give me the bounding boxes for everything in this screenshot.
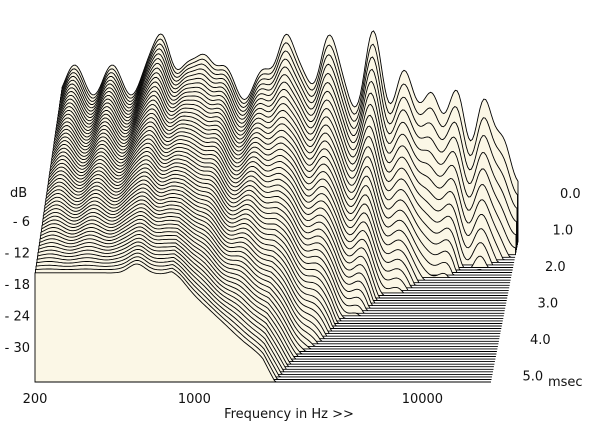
time-tick-label: 2.0 — [545, 260, 566, 275]
x-tick-label: 200 — [23, 392, 48, 407]
x-axis-ticks: 200 1000 10000 — [23, 392, 443, 407]
time-tick-label: 4.0 — [530, 333, 551, 348]
time-tick-label: 5.0 — [523, 370, 544, 385]
decay-slice — [34, 263, 491, 383]
y-tick-label: - 12 — [5, 247, 30, 262]
y-axis-ticks: - 6 - 12 - 18 - 24 - 30 — [5, 215, 30, 356]
time-tick-label: 0.0 — [560, 187, 581, 202]
y-axis-title: dB — [10, 186, 27, 201]
y-tick-label: - 30 — [5, 341, 30, 356]
x-tick-label: 10000 — [402, 392, 443, 407]
x-tick-label: 1000 — [178, 392, 211, 407]
time-axis-unit: msec — [548, 375, 583, 390]
time-tick-label: 3.0 — [538, 297, 559, 312]
y-tick-label: - 18 — [5, 278, 30, 293]
time-tick-label: 1.0 — [553, 224, 574, 239]
x-axis-title: Frequency in Hz >> — [224, 407, 354, 422]
waterfall-slices — [34, 30, 519, 383]
y-tick-label: - 24 — [5, 310, 30, 325]
y-tick-label: - 6 — [13, 215, 30, 230]
time-axis-ticks: 0.0 1.0 2.0 3.0 4.0 5.0 — [523, 187, 581, 385]
